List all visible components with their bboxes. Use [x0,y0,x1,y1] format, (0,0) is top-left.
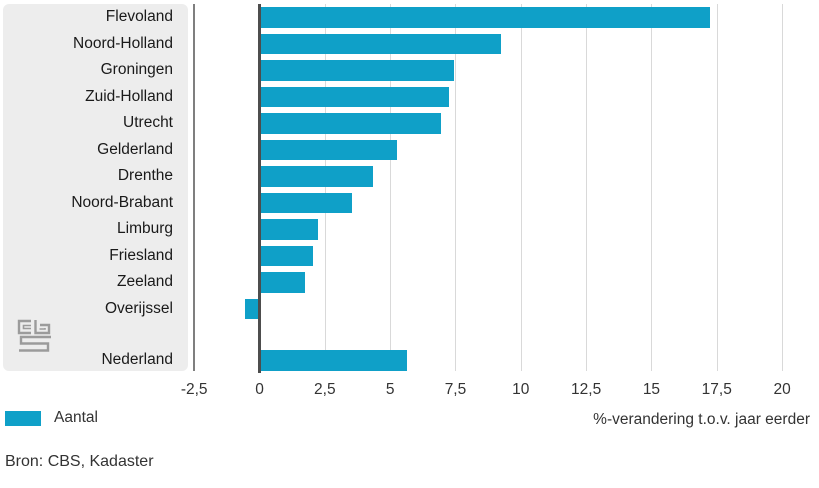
legend-label: Aantal [54,409,98,426]
bar [261,86,450,107]
category-label: Noord-Holland [73,34,173,52]
x-tick-label: 2,5 [314,381,336,398]
bar [261,350,408,371]
x-tick-label: 15 [642,381,661,398]
gridline [324,4,326,371]
gridline [782,4,784,371]
x-tick-label: 0 [255,381,264,398]
gridline [520,4,522,371]
bar [261,272,306,293]
category-label: Nederland [101,351,173,368]
category-axis-line [193,4,196,371]
bar [261,139,397,160]
bar [261,60,455,81]
category-label: Zeeland [116,273,173,290]
bar [261,166,374,187]
x-tick-label: 7,5 [444,381,467,398]
cbs-logo-icon [17,319,51,352]
category-label: Limburg [117,220,173,237]
zero-value-line [258,4,261,373]
x-tick-label: -2,5 [180,381,208,398]
category-label: Utrecht [123,114,173,131]
legend-swatch [5,410,41,426]
gridline [716,4,718,371]
category-label: Noord-Brabant [71,193,173,211]
legend: Aantal [5,409,98,427]
gridline [390,4,392,371]
x-tick-label: 5 [385,381,395,398]
source-text: Bron: CBS, Kadaster [5,453,154,470]
category-label: Zuid-Holland [85,87,173,105]
bar [261,245,314,266]
x-axis-title: %-verandering t.o.v. jaar eerder [593,411,810,428]
x-tick-label: 10 [512,381,530,398]
category-label: Flevoland [105,8,173,25]
category-label: Friesland [109,246,173,264]
bar [261,192,353,213]
gridline [455,4,457,371]
bar [261,7,711,28]
category-label: Groningen [100,61,173,78]
category-label-panel [3,4,188,371]
category-label: Drenthe [117,167,173,184]
category-label: Overijssel [104,299,173,317]
category-label: Gelderland [97,140,173,158]
bar [261,219,319,240]
bar [261,33,502,54]
bar [244,298,258,319]
x-tick-label: 20 [773,381,791,398]
x-tick-label: 17,5 [701,381,732,398]
gridline [586,4,588,371]
gridline [651,4,653,371]
bar [261,113,442,134]
x-tick-label: 12,5 [571,381,602,398]
